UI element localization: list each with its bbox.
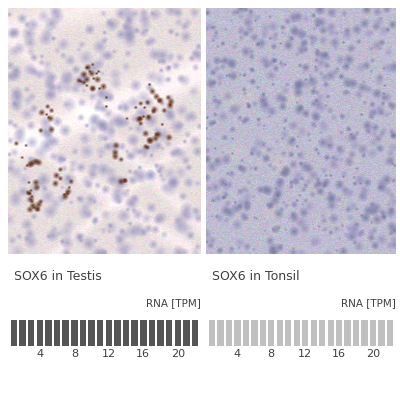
Bar xyxy=(140,320,146,346)
Bar xyxy=(310,320,317,346)
Bar xyxy=(387,320,393,346)
Bar xyxy=(336,320,342,346)
Bar xyxy=(114,320,121,346)
Bar xyxy=(11,320,17,346)
Text: SOX6 in Tonsil: SOX6 in Tonsil xyxy=(212,270,299,282)
Bar xyxy=(183,320,190,346)
Bar xyxy=(209,320,215,346)
Bar xyxy=(260,320,266,346)
Bar xyxy=(285,320,292,346)
Text: RNA [TPM]: RNA [TPM] xyxy=(146,298,201,308)
Bar xyxy=(166,320,172,346)
Bar xyxy=(362,320,368,346)
Bar xyxy=(149,320,155,346)
Bar xyxy=(268,320,274,346)
Bar xyxy=(319,320,325,346)
Bar xyxy=(45,320,52,346)
Bar xyxy=(251,320,258,346)
Bar xyxy=(294,320,300,346)
Bar xyxy=(217,320,224,346)
Bar xyxy=(132,320,138,346)
Bar xyxy=(370,320,376,346)
Bar xyxy=(71,320,78,346)
Bar xyxy=(37,320,43,346)
Bar xyxy=(243,320,249,346)
Bar xyxy=(174,320,181,346)
Bar xyxy=(328,320,334,346)
Bar xyxy=(28,320,34,346)
Bar xyxy=(157,320,164,346)
Bar xyxy=(277,320,283,346)
Bar xyxy=(123,320,129,346)
Bar xyxy=(353,320,359,346)
Bar xyxy=(192,320,198,346)
Bar xyxy=(54,320,60,346)
Bar xyxy=(80,320,86,346)
Bar xyxy=(88,320,95,346)
Text: RNA [TPM]: RNA [TPM] xyxy=(341,298,396,308)
Bar xyxy=(226,320,232,346)
Bar xyxy=(302,320,308,346)
Text: SOX6 in Testis: SOX6 in Testis xyxy=(14,270,102,282)
Bar xyxy=(378,320,385,346)
Bar xyxy=(97,320,104,346)
Bar xyxy=(234,320,240,346)
Bar xyxy=(344,320,351,346)
Bar xyxy=(20,320,26,346)
Bar xyxy=(106,320,112,346)
Bar xyxy=(62,320,69,346)
